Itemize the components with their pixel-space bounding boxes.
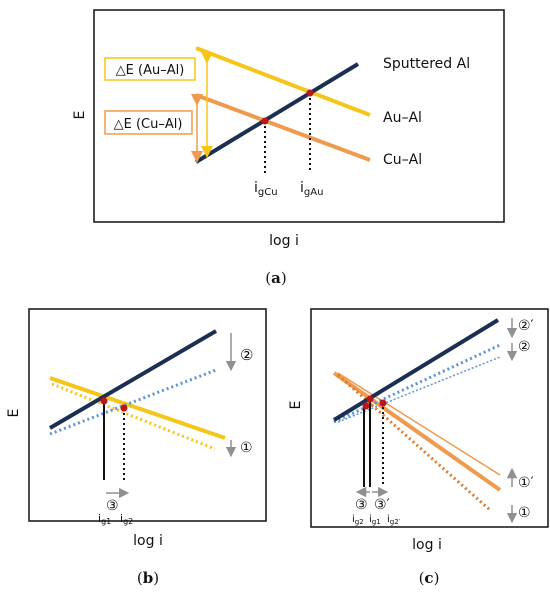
panel-b: ② ① ③ ig1 ig2 E log i (b) bbox=[6, 308, 267, 587]
panel-a-frame bbox=[93, 9, 505, 223]
c-intersection-3 bbox=[379, 399, 387, 407]
c-intersection-2 bbox=[362, 402, 370, 410]
cu-al-label: Cu–Al bbox=[383, 152, 422, 168]
c-orange-thin-line bbox=[337, 372, 501, 476]
delta-e-au-box bbox=[104, 57, 196, 81]
c-marker-2p: ②′ bbox=[518, 318, 534, 334]
panel-a: △E (Au–Al) △E (Cu–Al) Sputtered Al Au–Al… bbox=[72, 9, 505, 287]
igau-label: igAu bbox=[300, 180, 323, 198]
panel-c-frame bbox=[310, 308, 549, 528]
c-marker-2: ② bbox=[518, 339, 531, 355]
c-marker-3p: ③′ bbox=[374, 497, 390, 513]
b-yellow-dotted-line bbox=[51, 382, 216, 451]
c-orange-solid-line bbox=[332, 371, 502, 492]
panel-c: ②′ ② ①′ ① ③ ③′ ig2 ig1 ig2′ E log i (c) bbox=[288, 308, 549, 587]
c-intersection-1 bbox=[366, 395, 374, 403]
b-intersection-1 bbox=[100, 397, 108, 405]
c-marker-1p: ①′ bbox=[518, 475, 534, 491]
delta-e-au-label: △E (Au–Al) bbox=[116, 63, 185, 78]
b-ig1-label: ig1 bbox=[98, 512, 111, 526]
b-ig2-label: ig2 bbox=[120, 512, 133, 526]
b-yellow-line bbox=[49, 376, 226, 440]
intersection-au bbox=[306, 89, 314, 97]
c-ig2-label: ig2 bbox=[352, 514, 364, 526]
panel-b-ylabel: E bbox=[6, 409, 22, 418]
c-ig2p-label: ig2′ bbox=[387, 514, 401, 526]
panel-a-caption: (a) bbox=[265, 269, 286, 287]
au-al-line bbox=[195, 46, 371, 117]
cu-al-line bbox=[195, 93, 371, 162]
b-marker-1: ① bbox=[240, 440, 253, 456]
delta-e-cu-box bbox=[104, 110, 193, 135]
panel-a-xlabel: log i bbox=[269, 233, 299, 249]
c-marker-1: ① bbox=[518, 505, 531, 521]
c-blue-dotted-line bbox=[333, 343, 501, 424]
panel-b-xlabel: log i bbox=[133, 533, 163, 549]
c-navy-line bbox=[332, 318, 500, 422]
sputtered-al-line bbox=[194, 62, 360, 164]
au-al-label: Au–Al bbox=[383, 110, 422, 126]
b-marker-3: ③ bbox=[106, 498, 119, 514]
b-intersection-2 bbox=[120, 404, 128, 412]
panel-b-caption: (b) bbox=[137, 569, 159, 587]
c-marker-3: ③ bbox=[355, 497, 368, 513]
sputtered-al-label: Sputtered Al bbox=[383, 56, 470, 72]
panel-c-xlabel: log i bbox=[412, 537, 442, 553]
b-marker-2: ② bbox=[240, 346, 253, 364]
panel-a-ylabel: E bbox=[72, 111, 88, 120]
c-orange-dotted-line bbox=[337, 373, 491, 512]
panel-b-frame bbox=[28, 308, 267, 522]
c-ig1-label: ig1 bbox=[369, 514, 381, 526]
intersection-cu bbox=[261, 117, 269, 125]
panel-c-caption: (c) bbox=[419, 569, 440, 587]
panel-c-ylabel: E bbox=[288, 401, 304, 410]
igcu-label: igCu bbox=[254, 180, 278, 198]
b-navy-line bbox=[48, 329, 218, 430]
delta-e-cu-label: △E (Cu–Al) bbox=[114, 117, 183, 132]
